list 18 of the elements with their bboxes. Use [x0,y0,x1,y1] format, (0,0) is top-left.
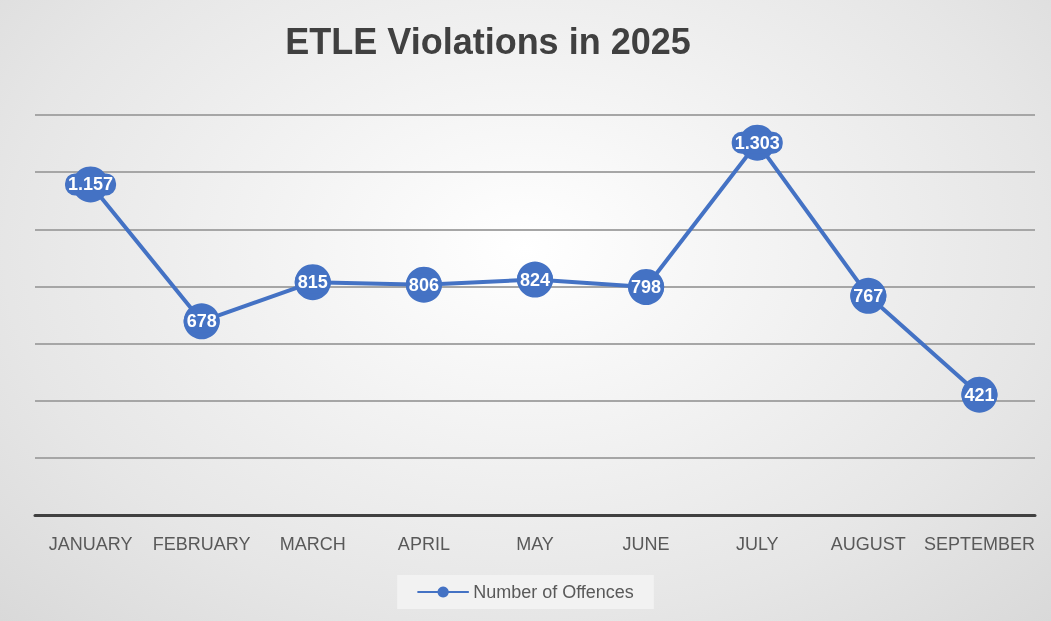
x-tick-label: JULY [735,534,779,554]
x-tick-label: JANUARY [48,534,133,554]
data-label: 767 [853,285,884,306]
x-tick-label: APRIL [397,534,450,554]
x-tick-label: SEPTEMBER [923,534,1035,554]
data-label: 798 [631,277,662,297]
x-tick-label: AUGUST [830,534,906,554]
data-label: 815 [297,272,328,293]
x-tick-label: MARCH [279,534,346,554]
data-label: 678 [186,311,217,332]
data-label: 806 [408,274,439,295]
chart-title: ETLE Violations in 2025 [285,20,691,62]
x-tick-label: MAY [516,534,554,554]
x-tick-label: JUNE [622,534,670,554]
legend-label: Number of Offences [473,582,634,602]
data-label: 421 [964,384,995,405]
x-tick-label: FEBRUARY [152,534,251,554]
data-label: 824 [519,269,551,290]
